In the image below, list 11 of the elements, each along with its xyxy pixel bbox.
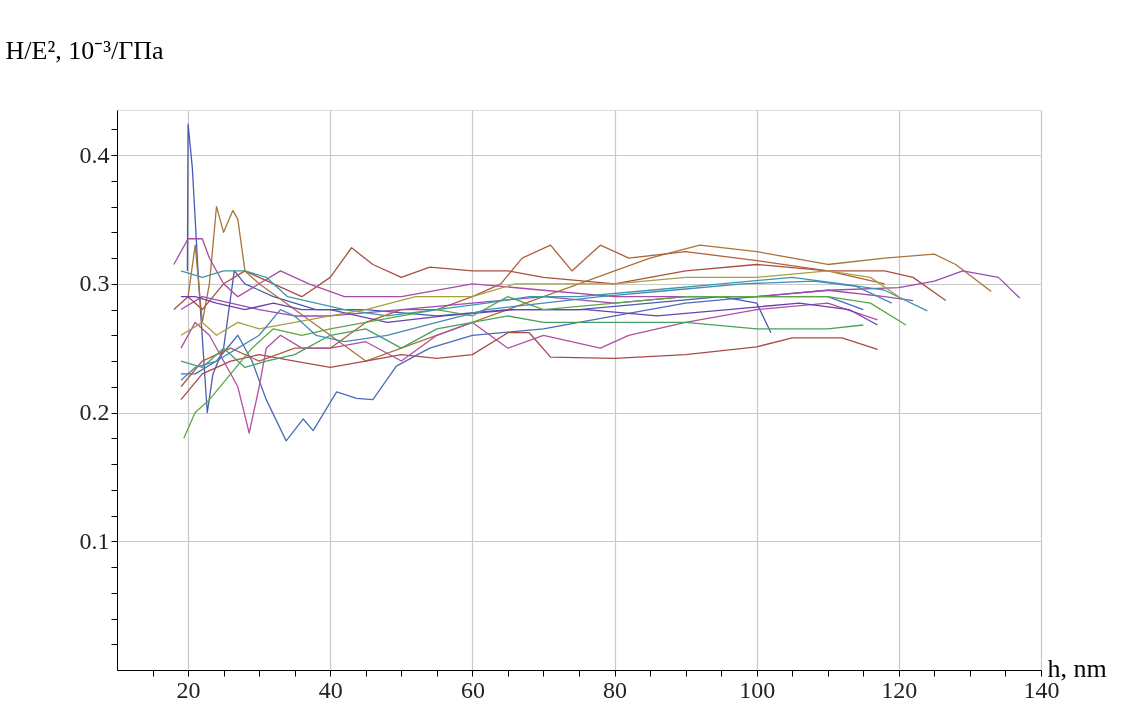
y-tick-label: 0.2 — [79, 399, 110, 426]
y-axis-title: H/E², 10⁻³/ГПа — [5, 35, 164, 65]
x-tick-label: 20 — [176, 676, 201, 703]
y-tick-label: 0.1 — [79, 527, 110, 554]
y-tick-label: 0.3 — [79, 270, 110, 297]
y-tick-label: 0.4 — [79, 141, 110, 168]
x-tick-label: 40 — [318, 676, 343, 703]
x-tick-label: 60 — [460, 676, 485, 703]
x-tick-label: 120 — [881, 676, 918, 703]
x-tick-label: 100 — [739, 676, 776, 703]
x-tick-label: 80 — [603, 676, 628, 703]
